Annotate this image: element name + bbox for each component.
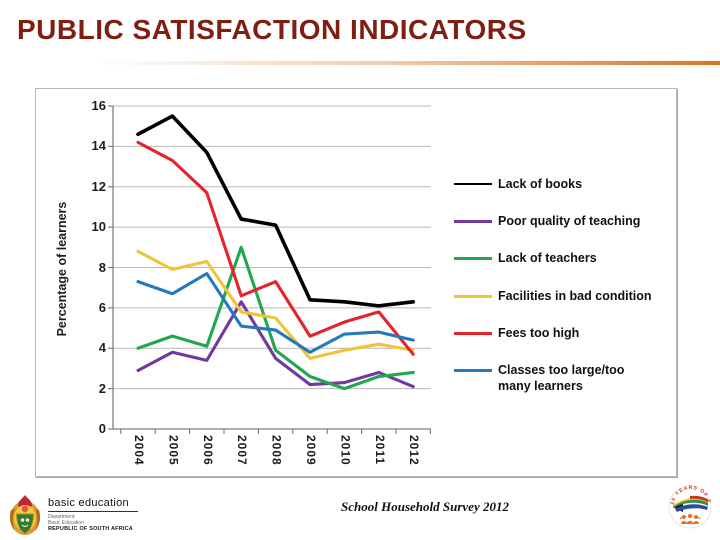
logo-line-2: Basic Education: [48, 520, 84, 526]
source-caption: School Household Survey 2012: [341, 499, 509, 514]
x-tick-label: 2004: [132, 435, 146, 466]
freedom-20-years-logo: 20 YEARS OF FREEDOM: [663, 477, 714, 536]
legend-marker: [454, 183, 492, 185]
logo-underline: [48, 511, 138, 512]
legend-item: Fees too high: [454, 326, 664, 342]
series-line-lack-of-teachers: [136, 245, 415, 391]
y-tick-label: 14: [91, 138, 106, 154]
series-line-poor-quality-of-teaching: [136, 300, 415, 389]
title-accent-rule: [95, 61, 720, 65]
legend-label: Fees too high: [498, 325, 580, 340]
series-line-lack-of-books: [136, 114, 416, 308]
legend-marker: [454, 294, 492, 298]
y-tick-label: 12: [91, 178, 106, 194]
x-tick-label: 2008: [269, 435, 284, 466]
legend-item: Poor quality of teaching: [454, 214, 664, 230]
logo-brand: basic education: [48, 497, 129, 509]
legend-item: Lack of teachers: [454, 251, 664, 267]
legend-label: Classes too large/too many learners: [498, 363, 625, 393]
y-tick-label: 2: [98, 380, 106, 396]
legend-marker: [454, 369, 492, 372]
x-tick-label: 2012: [407, 435, 422, 466]
series-line-fees-too-high: [136, 140, 415, 356]
y-tick-label: 10: [91, 219, 106, 235]
x-tick-label: 2010: [338, 435, 353, 466]
x-tick-label: 2009: [304, 435, 318, 466]
legend-marker: [454, 220, 492, 224]
government-logo-text: basic education Department: Basic Educat…: [48, 494, 138, 536]
series-line-classes-too-large-too-many-learners: [136, 272, 415, 354]
x-tick-label: 2011: [372, 435, 387, 466]
legend-marker: [454, 331, 492, 335]
legend-item: Classes too large/too many learners: [454, 363, 664, 394]
y-tick-label: 8: [98, 259, 106, 275]
legend-marker: [454, 257, 492, 261]
line-chart: 0 2 4 6 8 10 12 14 16 2004 2005 2006 2007 2008 2009 20…: [35, 88, 677, 477]
page-title: PUBLIC SATISFACTION INDICATORS: [17, 14, 527, 45]
plot-area: [108, 105, 431, 434]
coat-of-arms-icon: [10, 495, 40, 535]
legend-label: Lack of books: [498, 177, 583, 191]
legend-item: Facilities in bad condition: [454, 289, 664, 305]
chart-legend: Lack of books Poor quality of teaching Lac…: [454, 89, 669, 476]
x-tick-label: 2006: [200, 435, 215, 466]
legend-label: Facilities in bad condition: [498, 288, 652, 303]
x-tick-label: 2005: [166, 435, 181, 466]
freedom-emblem-icon: 20 YEARS OF FREEDOM: [663, 477, 712, 529]
series-line-facilities-in-bad-condition: [136, 249, 415, 360]
logo-line-1: Department:: [48, 514, 76, 520]
y-axis-title: Percentage of learners: [55, 201, 69, 337]
y-tick-label: 6: [98, 299, 106, 315]
y-tick-label: 4: [98, 340, 106, 356]
government-logo: basic education Department: Basic Educat…: [8, 494, 138, 536]
x-tick-label: 2007: [235, 435, 250, 466]
legend-item: Lack of books: [454, 177, 664, 193]
y-tick-label: 16: [91, 98, 106, 113]
legend-label: Lack of teachers: [498, 251, 597, 266]
legend-label: Poor quality of teaching: [498, 214, 641, 229]
y-tick-label: 0: [98, 421, 106, 436]
logo-line-3: REPUBLIC OF SOUTH AFRICA: [48, 526, 133, 532]
